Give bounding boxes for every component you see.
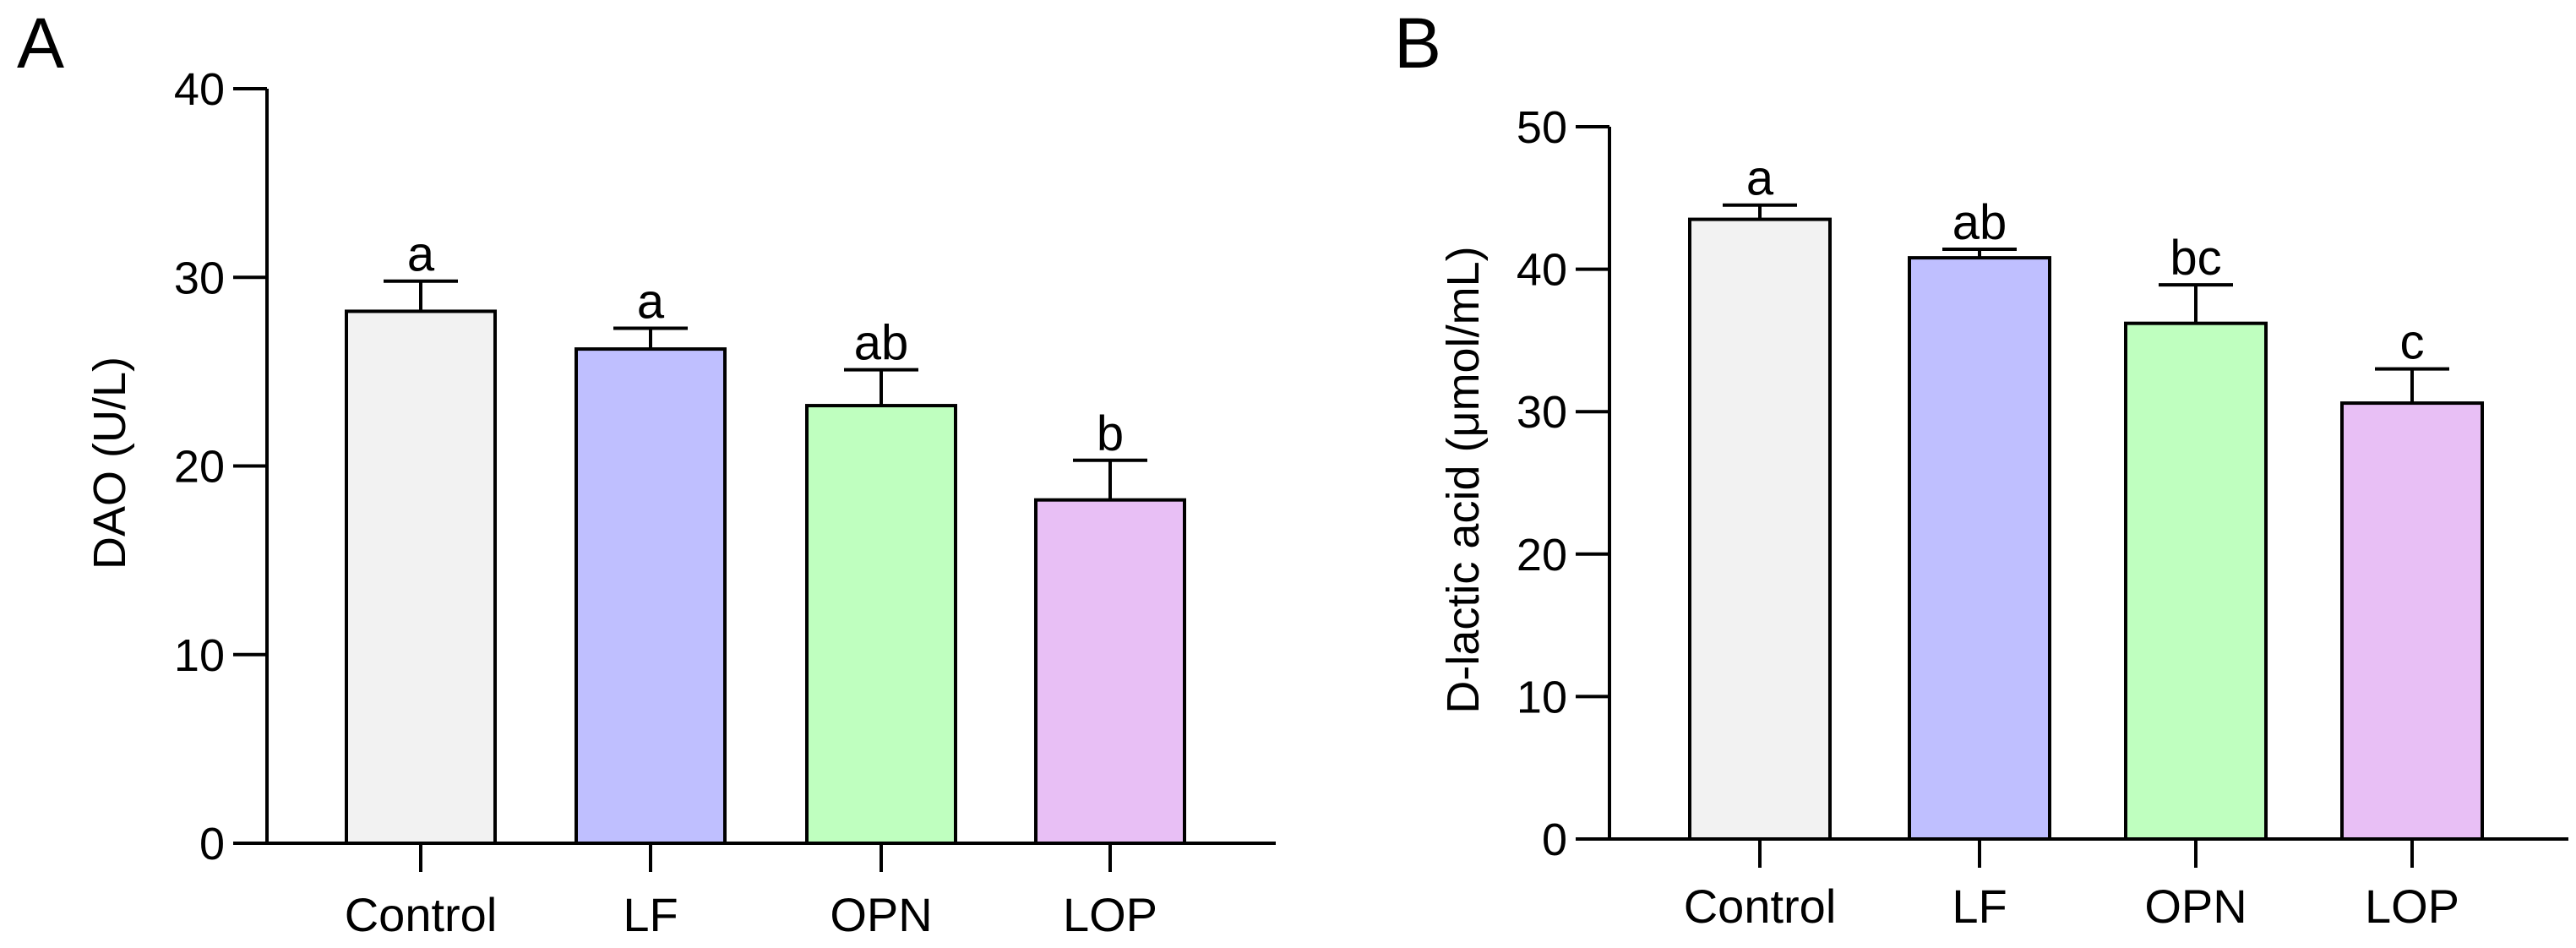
bar-control-a (345, 309, 497, 845)
significance-label-a: b (1097, 406, 1124, 461)
y-tick-label-b: 10 (1517, 672, 1567, 722)
y-tick-label-b: 50 (1517, 102, 1567, 153)
y-tick-label-b: 30 (1517, 387, 1567, 438)
y-ticks-a: 0 10 20 30 40 (174, 64, 267, 869)
category-label-b: OPN (2144, 880, 2247, 933)
panel-letter-b: B (1394, 3, 1441, 83)
error-bars-a (384, 279, 1147, 500)
significance-label-b: ab (1952, 195, 2007, 250)
bar-lop-b (2340, 401, 2484, 842)
y-axis-title-b: D-lactic acid (μmol/mL) (1438, 246, 1489, 713)
bar-opn-a (805, 404, 957, 845)
y-tick-label-a: 20 (174, 442, 225, 493)
error-bar-control-a (384, 279, 458, 312)
y-tick-label-a: 10 (174, 630, 225, 681)
y-tick-label-b: 20 (1517, 530, 1567, 580)
bar-lf-a (575, 347, 727, 845)
category-label-a: LOP (1063, 888, 1157, 941)
significance-label-a: a (637, 275, 665, 330)
category-label-a: Control (345, 888, 498, 941)
category-label-a: LF (623, 888, 678, 941)
category-labels-b: Control LF OPN LOP (1684, 839, 2459, 933)
y-tick-label-b: 0 (1542, 815, 1567, 865)
y-ticks-b: 0 10 20 30 40 50 (1517, 102, 1609, 865)
y-axis-title-a: DAO (U/L) (84, 357, 135, 569)
significance-label-b: bc (2170, 231, 2221, 286)
significance-labels-a: a a ab b (407, 227, 1124, 461)
y-tick-label-b: 40 (1517, 245, 1567, 296)
error-bar-lf-b (1942, 247, 2017, 259)
error-bar-control-b (1723, 203, 1797, 220)
y-tick-label-a: 30 (174, 253, 225, 303)
error-bars-b (1723, 203, 2449, 404)
category-label-b: Control (1684, 880, 1837, 933)
bar-lf-b (1908, 256, 2051, 841)
error-bar-opn-a (844, 368, 918, 406)
error-bar-lf-a (613, 326, 688, 350)
significance-label-a: ab (854, 316, 909, 371)
error-bar-opn-b (2159, 283, 2233, 324)
error-bar-lop-b (2375, 367, 2449, 404)
y-tick-label-a: 0 (199, 819, 225, 869)
bar-control-b (1688, 217, 1832, 841)
y-tick-label-a: 40 (174, 64, 225, 115)
bars-b (1688, 217, 2484, 842)
error-bar-lop-a (1073, 458, 1147, 500)
category-label-b: LOP (2365, 880, 2459, 933)
significance-label-b: c (2400, 315, 2425, 370)
panel-letter-a: A (17, 3, 64, 83)
category-label-a: OPN (830, 888, 932, 941)
category-label-b: LF (1952, 880, 2007, 933)
significance-labels-b: a ab bc c (1746, 151, 2425, 370)
bars-a (345, 309, 1186, 845)
panel-a: A DAO (U/L) 0 10 20 30 40 a a ab b Control LF OPN… (17, 3, 1276, 941)
category-labels-a: Control LF OPN LOP (345, 843, 1157, 941)
bar-opn-b (2124, 321, 2268, 841)
bar-lop-a (1034, 498, 1186, 845)
significance-label-b: a (1746, 151, 1774, 206)
significance-label-a: a (407, 227, 435, 282)
